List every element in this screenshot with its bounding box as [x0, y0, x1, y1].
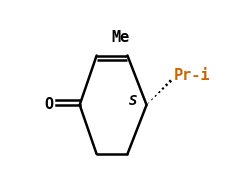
- Text: S: S: [129, 94, 137, 108]
- Text: O: O: [44, 97, 53, 112]
- Text: Me: Me: [111, 31, 129, 46]
- Text: Pr-i: Pr-i: [174, 68, 210, 83]
